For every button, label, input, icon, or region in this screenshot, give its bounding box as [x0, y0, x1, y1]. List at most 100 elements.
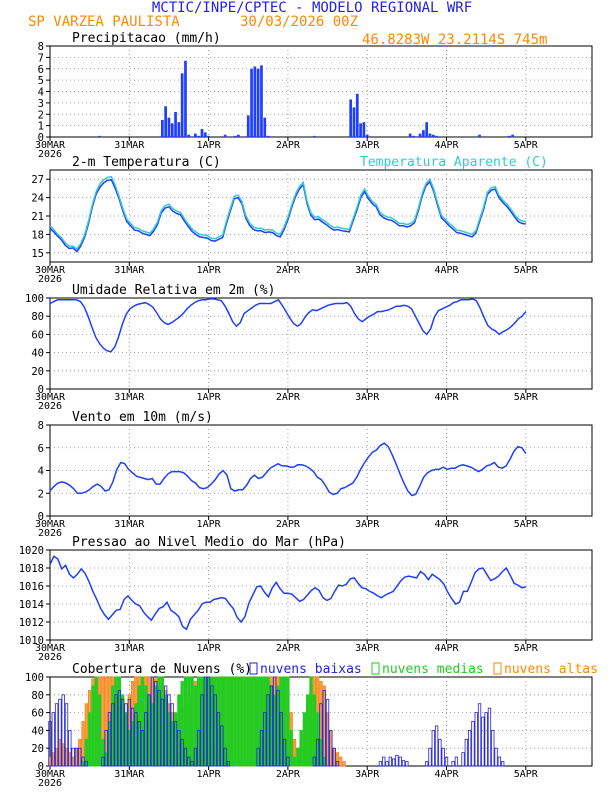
- cloud-bar: [467, 730, 472, 767]
- x-tick-label: 3APR: [355, 265, 380, 276]
- precip-bar: [253, 66, 257, 137]
- cloud-bar: [434, 725, 439, 767]
- x-tick-label: 3APR: [355, 392, 380, 403]
- cloud-bar: [51, 712, 55, 767]
- cloud-bar: [497, 756, 502, 767]
- precip-bar: [160, 119, 164, 137]
- y-tick-label: 1012: [19, 617, 44, 629]
- cloud-bar: [97, 694, 102, 767]
- cloud-bar: [154, 681, 158, 767]
- x-tick-label: 31MAR: [114, 140, 145, 151]
- legend-label: nuvens baixas: [260, 662, 362, 677]
- cloud-bar: [121, 698, 125, 767]
- cloud-bar: [193, 747, 198, 767]
- x-tick-label: 5APR: [514, 140, 539, 151]
- precip-bar: [418, 133, 422, 137]
- y-tick-label: 1018: [19, 563, 44, 575]
- legend-swatch: [249, 662, 258, 675]
- cloud-bar: [170, 703, 174, 767]
- cloud-bar: [477, 703, 482, 767]
- x-tick-label: 2APR: [276, 769, 301, 780]
- series-line: [49, 555, 526, 631]
- cloud-bar: [401, 760, 406, 767]
- cloud-bar: [206, 676, 211, 767]
- cloud-bar: [494, 747, 498, 767]
- cloud-bar: [286, 676, 290, 767]
- precip-bar: [511, 134, 514, 137]
- cloud-bar: [491, 730, 495, 767]
- plot-frame: [49, 549, 593, 641]
- cloud-bar: [114, 694, 118, 767]
- y-tick-label: 20: [31, 743, 44, 755]
- cloud-bar: [273, 676, 277, 767]
- x-tick-label: 1APR: [197, 643, 222, 654]
- cloud-bar: [101, 756, 105, 767]
- x-tick-label: 30MAR: [35, 392, 66, 403]
- y-tick-label: 8: [38, 41, 44, 53]
- y-tick-label: 27: [31, 174, 44, 186]
- precip-bar: [233, 135, 237, 137]
- x-tick-label: 31MAR: [114, 392, 145, 403]
- cloud-bar: [382, 756, 386, 767]
- legend-swatch: [371, 662, 380, 675]
- cloud-bar: [223, 747, 227, 767]
- cloud-bar: [441, 747, 445, 767]
- cloud-bar: [226, 761, 231, 767]
- precip-bar: [194, 133, 197, 137]
- precip-bar: [359, 123, 362, 137]
- cloud-bar: [461, 752, 465, 767]
- x-tick-label: 3APR: [355, 519, 380, 530]
- cloud-bar: [263, 712, 267, 767]
- cloud-bar: [200, 694, 204, 767]
- x-tick-label: 30MAR: [35, 519, 66, 530]
- precip-bar: [180, 73, 184, 137]
- cloud-bar: [173, 721, 178, 767]
- cloud-bar: [64, 703, 69, 767]
- cloud-bar: [451, 761, 455, 767]
- x-tick-label: 4APR: [434, 769, 459, 780]
- precip-bar: [203, 132, 207, 137]
- x-tick-label: 31MAR: [114, 519, 145, 530]
- cloud-bar: [58, 698, 62, 767]
- x-year-label: 2026: [38, 778, 62, 789]
- cloud-bar: [104, 730, 108, 767]
- cloud-bar: [203, 676, 207, 767]
- cloud-bar: [269, 685, 274, 767]
- precip-bar: [184, 60, 187, 137]
- cloud-bar: [226, 676, 231, 767]
- cloud-bar: [335, 761, 340, 767]
- cloud-bar: [312, 756, 316, 767]
- cloud-bar: [405, 761, 409, 767]
- cloud-bar: [385, 761, 389, 767]
- panel-title: Vento em 10m (m/s): [72, 410, 213, 425]
- x-tick-label: 1APR: [197, 140, 222, 151]
- precip-bar: [98, 135, 101, 137]
- cloud-bar: [286, 756, 290, 767]
- cloud-bar: [213, 694, 217, 767]
- x-tick-label: 4APR: [434, 519, 459, 530]
- cloud-bar: [388, 756, 392, 767]
- x-tick-label: 31MAR: [114, 769, 145, 780]
- precip-bar: [177, 122, 181, 137]
- y-tick-label: 6: [38, 64, 44, 76]
- cloud-bar: [68, 730, 72, 767]
- y-tick-label: 1010: [19, 635, 44, 647]
- y-tick-label: 40: [31, 348, 44, 360]
- cloud-bar: [84, 761, 88, 767]
- cloud-bar: [243, 676, 247, 767]
- cloud-bar: [190, 761, 194, 767]
- cloud-bar: [471, 721, 475, 767]
- precip-bar: [422, 130, 425, 137]
- cloud-bar: [78, 747, 82, 767]
- precip-bar: [425, 122, 429, 137]
- cloud-bar: [246, 676, 250, 767]
- cloud-bar: [302, 712, 307, 767]
- cloud-bar: [117, 689, 122, 767]
- cloud-bar: [140, 730, 145, 767]
- cloud-bar: [279, 712, 283, 767]
- x-tick-label: 4APR: [434, 392, 459, 403]
- y-tick-label: 1014: [19, 599, 44, 611]
